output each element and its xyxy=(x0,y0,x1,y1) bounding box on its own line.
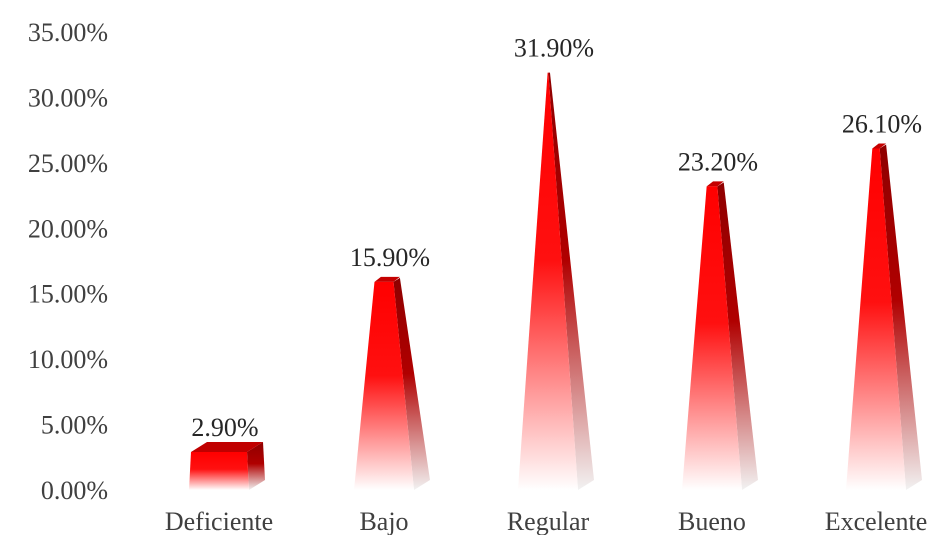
x-tick-label: Bueno xyxy=(678,507,746,535)
data-label: 31.90% xyxy=(514,34,594,63)
x-tick-label: Bajo xyxy=(359,507,408,535)
bar-front xyxy=(846,148,906,490)
bar-side xyxy=(717,182,758,490)
bar-top xyxy=(191,442,263,453)
bar-top xyxy=(706,181,724,187)
y-tick-label: 15.00% xyxy=(28,280,108,309)
bar-front xyxy=(682,186,742,490)
y-tick-label: 0.00% xyxy=(41,476,108,505)
y-tick-label: 5.00% xyxy=(41,411,108,440)
bar-side xyxy=(247,442,265,490)
bar-front xyxy=(518,72,578,491)
y-tick-label: 35.00% xyxy=(28,18,108,47)
bar-side xyxy=(879,144,922,490)
bar-excelente: 26.10% xyxy=(842,109,922,490)
x-tick-label: Deficiente xyxy=(165,507,273,535)
bar-top xyxy=(374,276,400,282)
y-tick-label: 20.00% xyxy=(28,214,108,243)
y-tick-label: 25.00% xyxy=(28,149,108,178)
y-axis: 0.00% 5.00% 10.00% 15.00% 20.00% 25.00% 30.00%… xyxy=(28,18,108,505)
bars: 2.90% 15.90% 31.90% 23.20% 26.10% xyxy=(189,34,922,491)
y-tick-label: 10.00% xyxy=(28,345,108,374)
bar-front xyxy=(189,452,249,490)
bar-front xyxy=(354,281,414,490)
bar-bueno: 23.20% xyxy=(678,147,758,490)
x-tick-label: Excelente xyxy=(825,507,928,535)
data-label: 26.10% xyxy=(842,109,922,138)
data-label: 15.90% xyxy=(350,243,430,272)
bar-side xyxy=(393,277,430,490)
bar-regular: 31.90% xyxy=(514,34,594,491)
bar-bajo: 15.90% xyxy=(350,243,430,490)
data-label: 2.90% xyxy=(191,413,258,442)
data-label: 23.20% xyxy=(678,147,758,176)
bar-side xyxy=(548,72,594,491)
x-axis: Deficiente Bajo Regular Bueno Excelente xyxy=(165,507,927,535)
x-tick-label: Regular xyxy=(507,507,590,535)
bar-top xyxy=(872,143,887,149)
y-tick-label: 30.00% xyxy=(28,83,108,112)
bar-deficiente: 2.90% xyxy=(189,413,265,490)
